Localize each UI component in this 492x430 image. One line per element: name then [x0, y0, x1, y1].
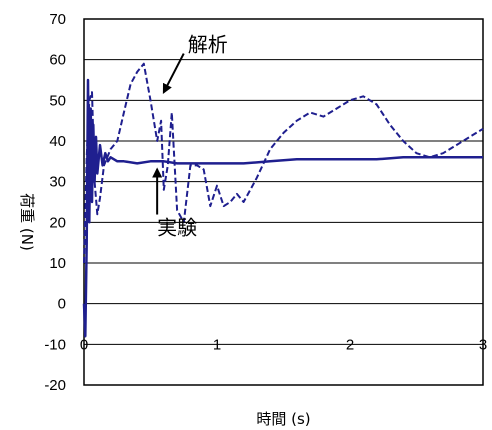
x-tick-label: 3: [479, 336, 487, 353]
y-tick-label: -10: [44, 336, 66, 353]
annotation-arrow: [162, 53, 185, 94]
x-tick-labels: 0 1 2 3: [80, 336, 487, 353]
series-line-solid: [82, 78, 483, 338]
x-tick-label: 2: [346, 336, 354, 353]
plot-frame: [83, 18, 484, 386]
y-tick-label: 20: [49, 214, 66, 231]
y-tick-label: 60: [49, 52, 66, 69]
y-tick-label: 40: [49, 133, 66, 150]
y-tick-labels: -20 -10 0 10 20 30 40 50 60 70: [44, 11, 66, 394]
y-tick-label: 10: [49, 255, 66, 272]
grid-lines: [84, 59, 483, 345]
y-tick-label: 70: [49, 11, 66, 28]
annotation-label: 解析: [188, 33, 228, 57]
y-tick-label: -20: [44, 377, 66, 394]
series-layer: [82, 62, 484, 338]
y-tick-label: 0: [58, 296, 66, 313]
x-axis-title: 時間 (s): [256, 410, 310, 428]
series-line-dashed: [83, 62, 484, 264]
x-tick-label: 1: [213, 336, 221, 353]
annotation-label: 実験: [157, 216, 197, 240]
y-tick-label: 50: [49, 92, 66, 109]
y-axis-title: 荷重 (N): [18, 193, 36, 251]
y-tick-label: 30: [49, 174, 66, 191]
x-tick-label: 0: [80, 336, 88, 353]
